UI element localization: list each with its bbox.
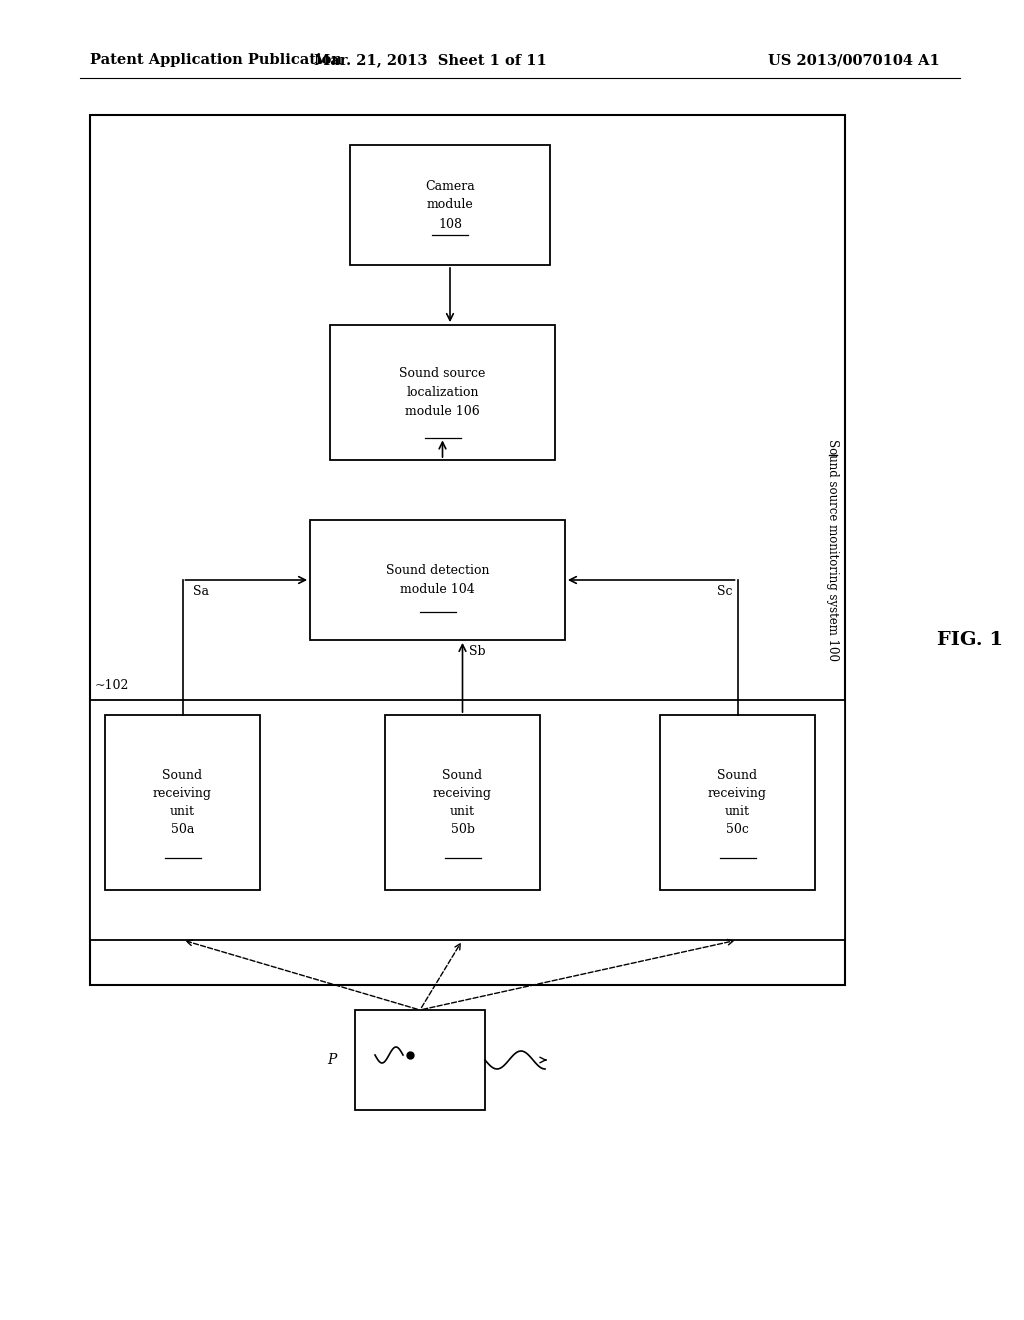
Text: FIG. 1: FIG. 1 (937, 631, 1004, 649)
Bar (90, 700, 845, 940)
Bar (385, 715, 540, 890)
Text: Patent Application Publication: Patent Application Publication (90, 53, 342, 67)
Bar (330, 325, 555, 459)
Bar (310, 520, 565, 640)
Bar (90, 115, 845, 985)
Text: Sc: Sc (717, 585, 732, 598)
Bar (350, 145, 550, 265)
Text: Sound detection
module 104: Sound detection module 104 (386, 564, 489, 597)
Bar (105, 715, 260, 890)
Text: Sb: Sb (469, 645, 485, 657)
Text: Mar. 21, 2013  Sheet 1 of 11: Mar. 21, 2013 Sheet 1 of 11 (313, 53, 547, 67)
Text: Sound source
localization
module 106: Sound source localization module 106 (399, 367, 485, 418)
Text: Sa: Sa (193, 585, 209, 598)
Bar (355, 1010, 485, 1110)
Text: Sound
receiving
unit
50a: Sound receiving unit 50a (153, 770, 212, 836)
Text: P: P (328, 1053, 337, 1067)
Text: Sound source monitoring system 100: Sound source monitoring system 100 (826, 440, 840, 661)
Bar (660, 715, 815, 890)
Text: Camera
module
108: Camera module 108 (425, 180, 475, 231)
Text: ~102: ~102 (95, 678, 129, 692)
Text: Sound
receiving
unit
50c: Sound receiving unit 50c (708, 770, 767, 836)
Text: Sound
receiving
unit
50b: Sound receiving unit 50b (433, 770, 492, 836)
Text: US 2013/0070104 A1: US 2013/0070104 A1 (768, 53, 940, 67)
